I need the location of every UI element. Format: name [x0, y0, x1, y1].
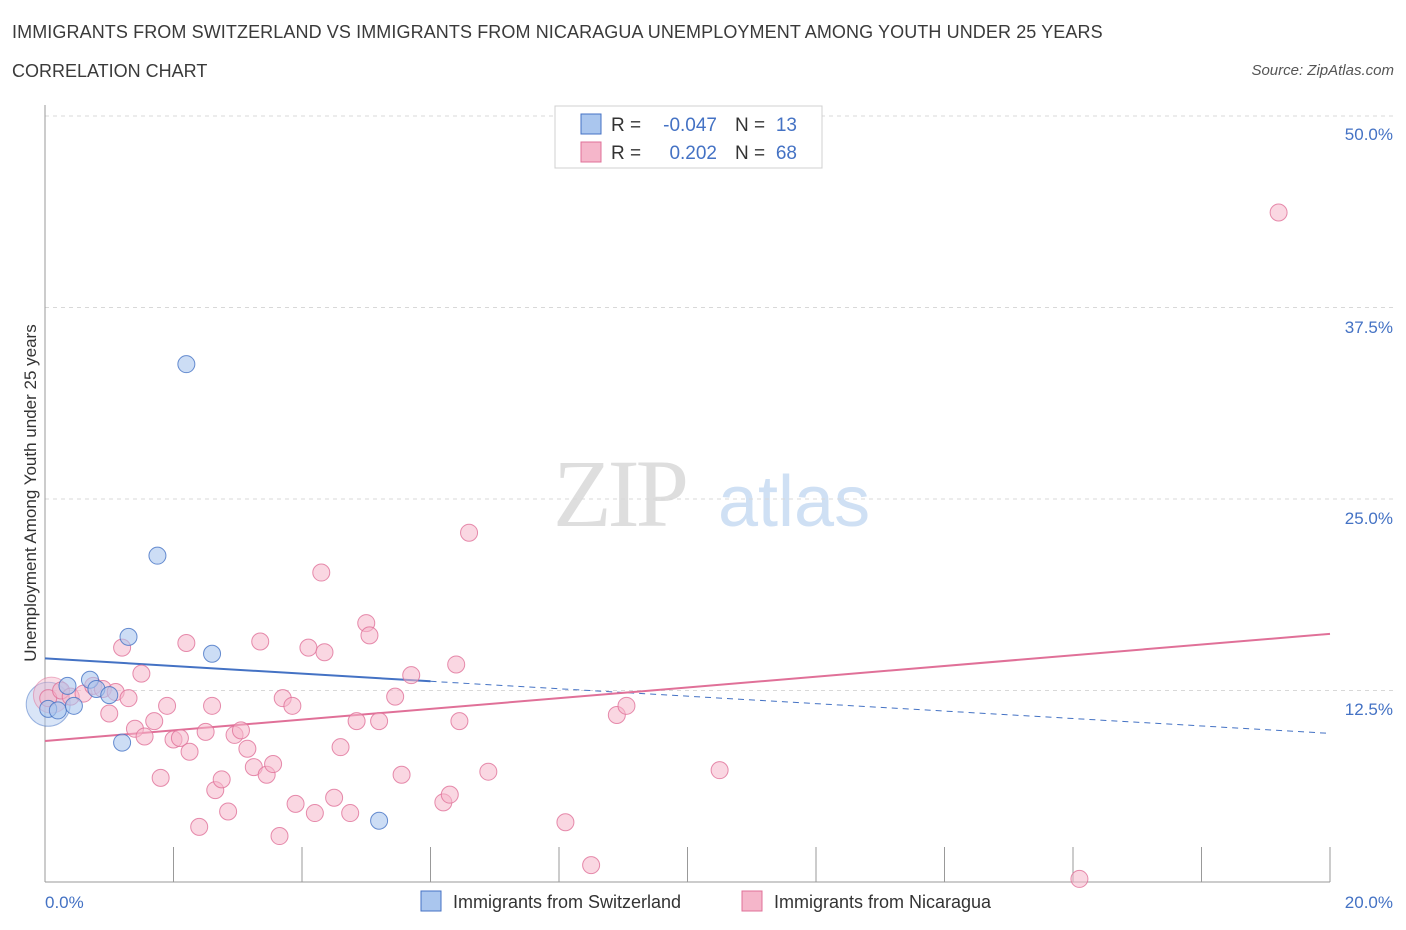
data-point-nicaragua — [283, 696, 302, 715]
chart-title: IMMIGRANTS FROM SWITZERLAND VS IMMIGRANT… — [12, 22, 1103, 42]
legend-n-value-2: 68 — [776, 143, 797, 164]
data-point-nicaragua — [151, 768, 170, 787]
y-tick-label-12-5: 12.5% — [1345, 700, 1393, 719]
data-point-nicaragua — [582, 856, 601, 875]
data-point-nicaragua — [450, 712, 469, 731]
data-point-nicaragua — [196, 722, 215, 741]
trend-line-switzerland-extension — [430, 680, 1331, 734]
y-tick-label-25: 25.0% — [1345, 509, 1393, 528]
source-credit: Source: ZipAtlas.com — [1251, 62, 1394, 79]
legend-r-label-1: R = — [611, 115, 641, 136]
data-point-nicaragua — [100, 704, 119, 723]
legend-swatch-nicaragua — [580, 141, 602, 163]
data-point-nicaragua — [170, 728, 189, 747]
legend-r-value-1: -0.047 — [663, 115, 717, 136]
data-point-nicaragua — [402, 666, 421, 685]
data-point-nicaragua — [617, 696, 636, 715]
trend-line-switzerland — [44, 657, 431, 683]
data-point-nicaragua — [312, 563, 331, 582]
data-point-switzerland — [148, 546, 167, 565]
data-point-nicaragua — [370, 712, 389, 731]
data-point-nicaragua — [299, 638, 318, 657]
data-point-switzerland — [203, 644, 222, 663]
data-point-switzerland — [48, 701, 67, 720]
data-point-nicaragua — [331, 738, 350, 757]
data-point-nicaragua — [325, 788, 344, 807]
data-point-switzerland — [64, 696, 83, 715]
data-point-nicaragua — [1269, 203, 1288, 222]
data-point-switzerland — [113, 733, 132, 752]
data-point-nicaragua — [347, 712, 366, 731]
data-point-nicaragua — [556, 813, 575, 832]
legend-r-label-2: R = — [611, 143, 641, 164]
legend-n-value-1: 13 — [776, 115, 797, 136]
data-point-nicaragua — [264, 755, 283, 774]
data-point-nicaragua — [119, 689, 138, 708]
data-point-switzerland — [58, 676, 77, 695]
legend-r-value-2: 0.202 — [669, 143, 717, 164]
data-point-nicaragua — [212, 770, 231, 789]
y-axis-label: Unemployment Among Youth under 25 years — [21, 324, 40, 661]
data-point-nicaragua — [203, 696, 222, 715]
data-point-nicaragua — [305, 804, 324, 823]
watermark-zip: ZIP — [553, 440, 686, 547]
data-point-nicaragua — [447, 655, 466, 674]
x-tick-label-20: 20.0% — [1345, 893, 1393, 912]
chart-subtitle: CORRELATION CHART — [12, 61, 208, 81]
data-point-switzerland — [119, 627, 138, 646]
watermark-atlas: atlas — [718, 462, 870, 542]
legend-n-label-1: N = — [735, 115, 765, 136]
data-point-nicaragua — [135, 727, 154, 746]
bottom-legend-swatch-nicaragua — [741, 890, 763, 912]
data-point-nicaragua — [440, 785, 459, 804]
bottom-legend-label-switzerland: Immigrants from Switzerland — [453, 892, 681, 912]
data-point-nicaragua — [386, 687, 405, 706]
y-tick-label-50: 50.0% — [1345, 125, 1393, 144]
data-points — [25, 203, 1288, 888]
legend-swatch-switzerland — [580, 113, 602, 135]
data-point-nicaragua — [710, 761, 729, 780]
data-point-nicaragua — [341, 804, 360, 823]
data-point-nicaragua — [219, 802, 238, 821]
data-point-switzerland — [100, 686, 119, 705]
data-point-nicaragua — [177, 634, 196, 653]
data-point-nicaragua — [251, 632, 270, 651]
data-point-nicaragua — [270, 827, 289, 846]
data-point-nicaragua — [315, 643, 334, 662]
bottom-legend-label-nicaragua: Immigrants from Nicaragua — [774, 892, 992, 912]
data-point-nicaragua — [392, 765, 411, 784]
stats-legend: R = -0.047 N = 13 R = 0.202 N = 68 — [554, 105, 823, 169]
data-point-nicaragua — [145, 712, 164, 731]
data-point-nicaragua — [158, 696, 177, 715]
data-point-nicaragua — [231, 721, 250, 740]
trend-lines — [44, 632, 1331, 743]
axes — [44, 105, 1331, 883]
bottom-legend-swatch-switzerland — [420, 890, 442, 912]
data-point-switzerland — [370, 811, 389, 830]
data-point-nicaragua — [190, 817, 209, 836]
legend-n-label-2: N = — [735, 143, 765, 164]
data-point-nicaragua — [479, 762, 498, 781]
data-point-nicaragua — [238, 739, 257, 758]
grid-lines — [45, 115, 1395, 691]
y-tick-label-37-5: 37.5% — [1345, 318, 1393, 337]
data-point-nicaragua — [460, 523, 479, 542]
data-point-nicaragua — [1070, 869, 1089, 888]
data-point-nicaragua — [286, 794, 305, 813]
data-point-nicaragua — [180, 742, 199, 761]
data-point-nicaragua — [360, 626, 379, 645]
data-point-switzerland — [177, 355, 196, 374]
series-legend: Immigrants from Switzerland Immigrants f… — [420, 890, 992, 912]
data-point-nicaragua — [132, 664, 151, 683]
trend-line-nicaragua — [44, 632, 1331, 743]
x-tick-label-0: 0.0% — [45, 893, 84, 912]
